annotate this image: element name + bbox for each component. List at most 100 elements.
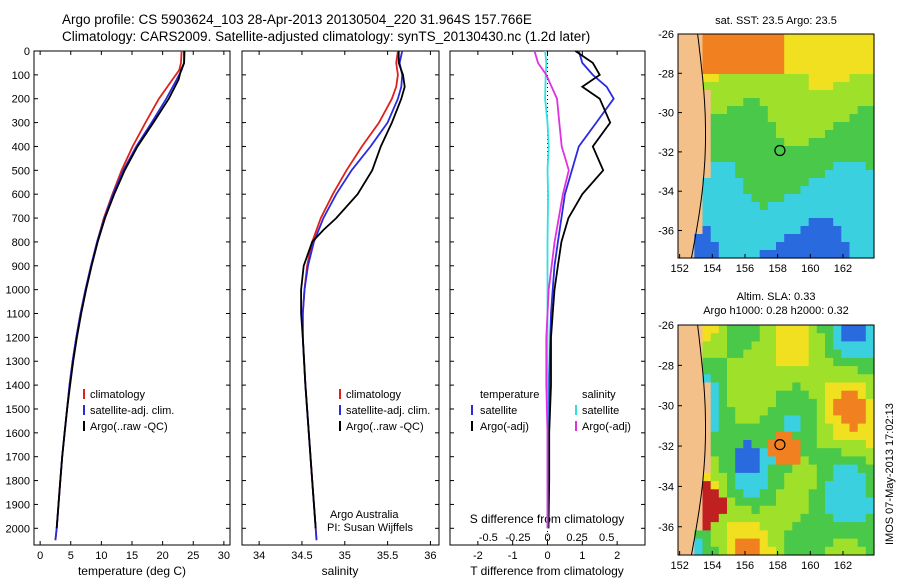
ocean-cell [808,505,818,515]
land-cell [686,234,695,243]
land-cell [694,464,704,474]
ocean-cell [792,464,802,474]
ocean-cell [800,472,810,482]
ocean-cell [718,114,728,123]
ocean-cell [849,341,859,351]
ocean-cell [849,122,859,131]
ocean-cell [743,162,753,171]
ocean-cell [718,98,728,107]
ocean-cell [865,415,875,425]
land-cell [678,481,687,490]
ocean-cell [857,357,867,367]
legend-salinity-title: salinity [582,389,616,401]
ocean-cell [865,178,875,187]
ocean-cell [865,341,875,351]
ocean-cell [800,146,810,155]
ocean-cell [767,138,777,147]
ocean-cell [767,82,777,91]
ocean-cell [727,154,736,163]
land-cell [686,250,695,259]
land-cell [694,472,704,482]
ocean-cell [776,357,785,367]
difference-xtick-label: 2 [614,550,620,562]
land-cell [702,130,712,139]
ocean-cell [800,505,810,515]
ocean-cell [743,530,753,540]
land-cell [678,50,687,59]
land-cell [694,325,704,334]
ocean-cell [816,513,826,523]
ocean-cell [702,325,712,334]
ocean-cell [718,505,728,515]
ocean-cell [784,34,793,43]
ocean-cell [710,178,720,187]
ocean-cell [825,178,834,187]
ocean-cell [825,122,834,131]
ocean-cell [751,456,761,466]
ocean-cell [833,218,842,227]
ocean-cell [816,218,826,227]
ocean-cell [751,505,761,515]
difference-xtick-label: -2 [473,550,483,562]
ocean-cell [857,464,867,474]
ocean-cell [784,456,793,466]
ocean-cell [735,341,744,351]
ocean-cell [825,390,834,400]
ocean-cell [767,234,777,243]
ocean-cell [718,398,728,408]
land-cell [702,162,712,171]
land-cell [686,154,695,163]
ocean-cell [767,374,777,384]
ocean-cell [767,407,777,416]
ocean-cell [784,398,793,408]
ocean-cell [751,162,761,171]
ocean-cell [865,202,875,211]
ocean-cell [718,234,728,243]
ocean-cell [841,226,851,235]
ocean-cell [833,366,842,375]
ocean-cell [743,522,753,531]
ocean-cell [849,366,859,375]
land-cell [678,82,687,91]
ocean-cell [743,98,753,107]
ocean-cell [816,333,826,342]
land-cell [694,489,704,499]
ocean-cell [792,58,802,67]
ocean-cell [751,250,761,259]
ocean-cell [816,146,826,155]
ocean-cell [727,58,736,67]
ocean-cell [743,186,753,195]
ocean-cell [816,74,826,83]
land-cell [686,530,695,540]
land-cell [686,58,695,67]
ocean-cell [816,423,826,433]
ocean-cell [776,58,785,67]
ocean-cell [727,325,736,334]
ocean-cell [735,333,744,342]
ocean-cell [727,341,736,351]
ocean-cell [718,366,728,375]
ocean-cell [727,333,736,342]
ocean-cell [800,546,810,556]
ocean-cell [849,349,859,359]
ocean-cell [710,325,720,334]
ocean-cell [759,407,769,416]
ocean-cell [792,497,802,507]
ocean-cell [792,374,802,384]
ocean-cell [784,390,793,400]
ocean-cell [857,398,867,408]
ocean-cell [816,154,826,163]
ocean-cell [759,74,769,83]
ocean-cell [816,440,826,449]
ocean-cell [808,374,818,384]
land-cell [694,382,704,392]
ocean-cell [841,146,851,155]
ocean-cell [743,423,753,433]
ocean-cell [702,178,712,187]
ocean-cell [759,130,769,139]
ocean-cell [865,170,875,179]
ocean-cell [759,448,769,457]
ocean-cell [865,538,875,548]
map-xtick-label: 152 [670,560,688,572]
ocean-cell [865,448,875,457]
